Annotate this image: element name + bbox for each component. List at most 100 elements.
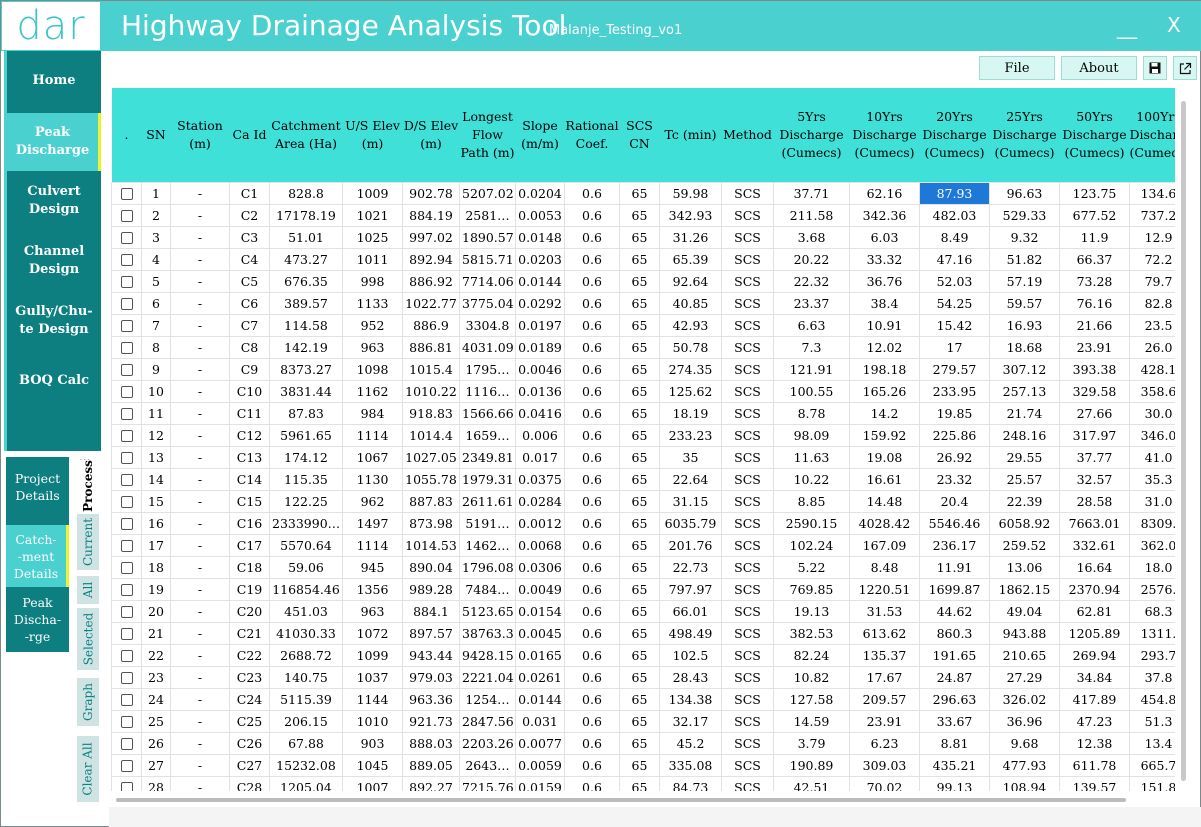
table-cell[interactable]: 884.19 [402, 203, 460, 227]
row-checkbox[interactable] [120, 254, 133, 266]
table-cell[interactable]: 82.24 [773, 643, 850, 667]
table-cell[interactable]: 165.26 [849, 379, 920, 403]
table-cell[interactable]: 257.13 [989, 379, 1060, 403]
table-cell[interactable]: 51.3 [1129, 709, 1175, 733]
table-cell[interactable]: 27.29 [989, 665, 1060, 689]
table-cell[interactable]: 346.0 [1129, 423, 1175, 447]
table-cell[interactable]: 65 [619, 775, 660, 791]
table-cell[interactable]: 65 [619, 357, 660, 381]
table-cell[interactable]: 8309. [1129, 511, 1175, 535]
table-cell[interactable]: 20.4 [919, 489, 990, 513]
table-cell[interactable]: 0.6 [564, 401, 620, 425]
table-cell[interactable]: 20 [141, 599, 171, 623]
table-cell[interactable]: 65 [619, 423, 660, 447]
table-cell[interactable]: 201.76 [659, 533, 722, 557]
table-cell[interactable]: 1055.78 [402, 467, 460, 491]
table-cell[interactable]: 1205.89 [1059, 621, 1130, 645]
table-cell[interactable]: 123.75 [1059, 181, 1130, 205]
table-cell[interactable]: 0.6 [564, 665, 620, 689]
table-cell[interactable]: 14.2 [849, 401, 920, 425]
table-cell[interactable]: 10 [141, 379, 171, 403]
row-checkbox[interactable] [120, 540, 133, 552]
table-cell[interactable]: 9428.15 [459, 643, 516, 667]
table-cell[interactable]: 873.98 [402, 511, 460, 535]
row-checkbox[interactable] [120, 562, 133, 574]
table-cell[interactable]: 40.85 [659, 291, 722, 315]
table-cell[interactable]: - [170, 753, 230, 777]
table-cell[interactable]: 902.78 [402, 181, 460, 205]
table-cell[interactable]: 0.0077 [515, 731, 565, 755]
table-cell[interactable]: 16.64 [1059, 555, 1130, 579]
table-cell[interactable]: 0.0144 [515, 269, 565, 293]
table-cell[interactable]: 210.65 [989, 643, 1060, 667]
table-cell[interactable]: 65 [619, 181, 660, 205]
table-cell[interactable]: 921.73 [402, 709, 460, 733]
table-cell[interactable]: 0.0189 [515, 335, 565, 359]
table-cell[interactable]: 1699.87 [919, 577, 990, 601]
table-cell[interactable]: 0.6 [564, 687, 620, 711]
table-cell[interactable]: 1009 [342, 181, 403, 205]
table-cell[interactable]: 11.91 [919, 555, 990, 579]
table-cell[interactable]: 888.03 [402, 731, 460, 755]
table-cell[interactable]: 0.6 [564, 291, 620, 315]
table-cell[interactable]: 963 [342, 335, 403, 359]
table-cell[interactable]: - [170, 467, 230, 491]
table-cell[interactable]: 35 [659, 445, 722, 469]
column-header[interactable]: SCS CN [619, 88, 660, 182]
table-cell[interactable]: 0.6 [564, 731, 620, 755]
table-cell[interactable]: - [170, 357, 230, 381]
table-cell[interactable]: 10.91 [849, 313, 920, 337]
table-cell[interactable]: - [170, 511, 230, 535]
table-cell[interactable]: C24 [229, 687, 270, 711]
table-cell[interactable]: 2333990… [269, 511, 343, 535]
row-checkbox[interactable] [120, 320, 133, 332]
table-cell[interactable]: C14 [229, 467, 270, 491]
table-cell[interactable]: 0.006 [515, 423, 565, 447]
table-cell[interactable]: - [170, 203, 230, 227]
table-cell[interactable]: 15.42 [919, 313, 990, 337]
column-header[interactable]: SN [141, 88, 171, 182]
table-cell[interactable]: 116854.46 [269, 577, 343, 601]
column-header[interactable]: D/S Elev (m) [402, 88, 460, 182]
table-cell[interactable]: 0.6 [564, 335, 620, 359]
tab-selected[interactable]: Selected [77, 608, 99, 670]
table-cell[interactable]: 22.64 [659, 467, 722, 491]
table-cell[interactable]: 30.0 [1129, 401, 1175, 425]
row-checkbox[interactable] [120, 738, 133, 750]
row-checkbox[interactable] [120, 518, 133, 530]
subnav-item-project-details[interactable]: Project Details [14, 471, 61, 503]
table-cell[interactable]: 151.8 [1129, 775, 1175, 791]
table-cell[interactable]: 963.36 [402, 687, 460, 711]
table-cell[interactable]: 0.0261 [515, 665, 565, 689]
table-cell[interactable]: 38763.3 [459, 621, 516, 645]
table-cell[interactable]: 0.6 [564, 753, 620, 777]
table-cell[interactable]: C12 [229, 423, 270, 447]
table-cell[interactable]: 59.06 [269, 555, 343, 579]
table-cell[interactable]: 65 [619, 753, 660, 777]
table-cell[interactable]: 998 [342, 269, 403, 293]
table-cell[interactable]: 0.0159 [515, 775, 565, 791]
table-cell[interactable]: 159.92 [849, 423, 920, 447]
row-checkbox[interactable] [120, 584, 133, 596]
table-cell[interactable]: - [170, 379, 230, 403]
table-cell[interactable]: 0.6 [564, 489, 620, 513]
table-cell[interactable]: C25 [229, 709, 270, 733]
table-cell[interactable]: 16 [141, 511, 171, 535]
table-cell[interactable]: C18 [229, 555, 270, 579]
table-row[interactable]: 13- C13 174.12 1067 1027.05 2349.81 0.017 0.6 65… [111, 445, 1175, 469]
table-cell[interactable]: 1014.53 [402, 533, 460, 557]
table-row[interactable]: 21- C21 41030.33 1072 897.57 38763.3 0.0045 0.6… [111, 621, 1175, 645]
table-cell[interactable]: 23.37 [773, 291, 850, 315]
sidebar-item-boq-calc[interactable]: BOQ Calc [18, 373, 90, 388]
table-cell[interactable]: 317.97 [1059, 423, 1130, 447]
close-button[interactable]: X [1167, 13, 1181, 37]
table-cell[interactable]: 2221.04 [459, 665, 516, 689]
table-cell[interactable]: 329.58 [1059, 379, 1130, 403]
subnav-item-catchment-details[interactable]: Catch--ment Details [6, 525, 69, 587]
vertical-scrollbar[interactable] [1181, 101, 1186, 781]
table-cell[interactable]: 44.62 [919, 599, 990, 623]
table-cell[interactable]: SCS [721, 687, 774, 711]
table-cell[interactable]: 7.3 [773, 335, 850, 359]
table-cell[interactable]: SCS [721, 181, 774, 205]
row-checkbox[interactable] [120, 386, 133, 398]
